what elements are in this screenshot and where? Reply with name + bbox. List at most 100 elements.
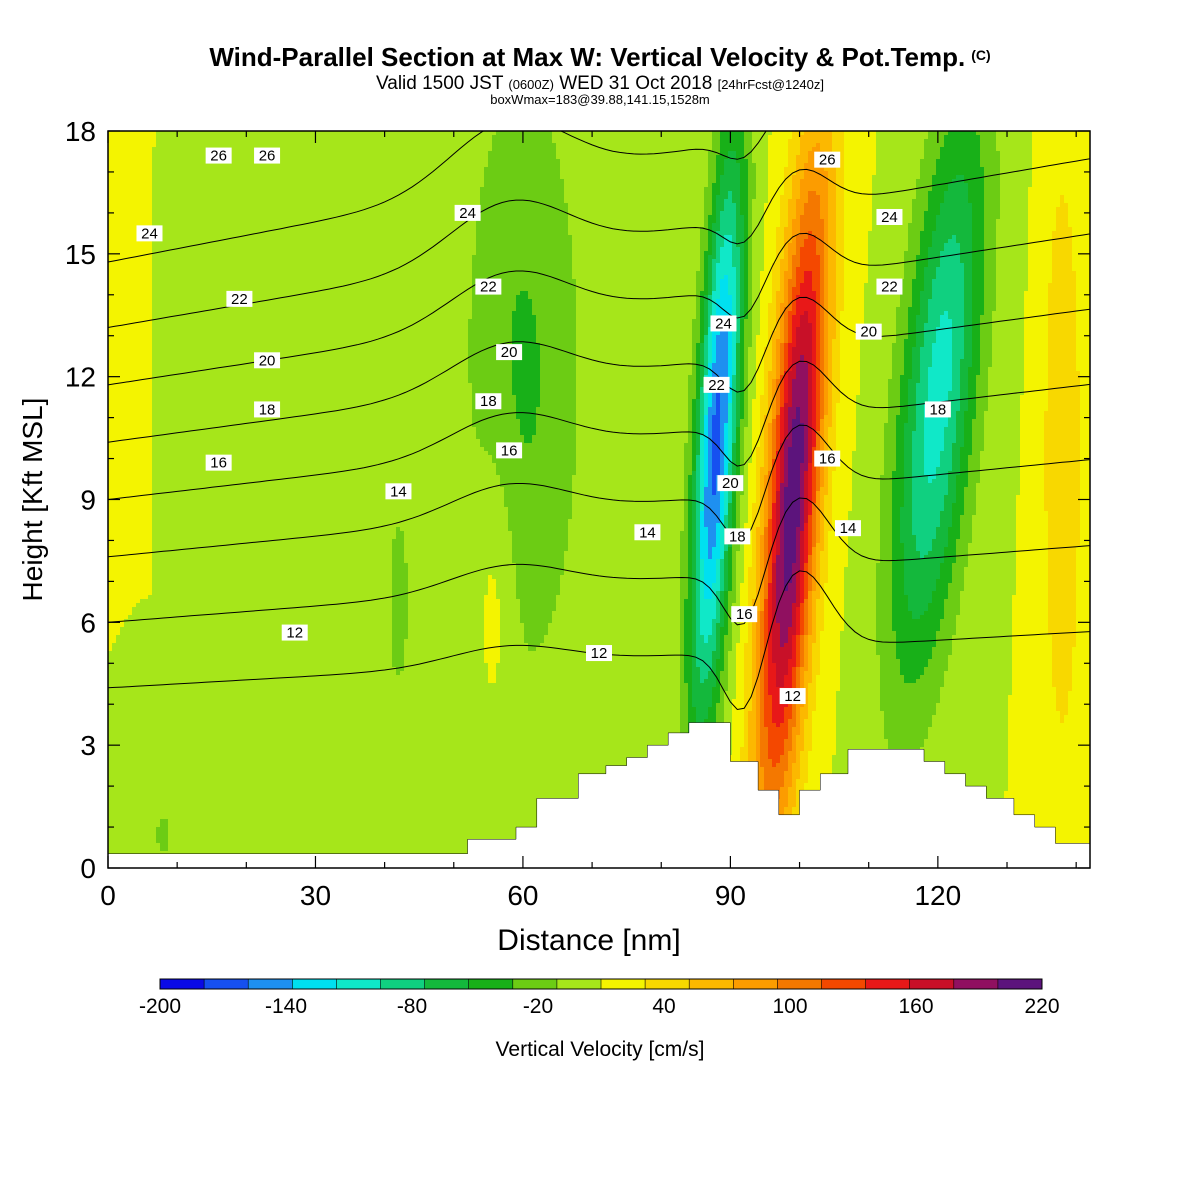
w-cell <box>1044 163 1049 168</box>
w-cell <box>700 183 705 188</box>
w-cell <box>1024 147 1029 152</box>
w-cell <box>1072 191 1077 196</box>
w-cell <box>244 175 249 180</box>
w-cell <box>852 143 857 148</box>
w-cell <box>1060 203 1065 208</box>
w-cell <box>868 171 873 176</box>
w-cell <box>728 199 733 204</box>
w-cell <box>200 167 205 172</box>
w-cell <box>636 191 641 196</box>
w-cell <box>320 159 325 164</box>
w-cell <box>556 203 561 208</box>
w-cell <box>380 147 385 152</box>
w-cell <box>696 175 701 180</box>
w-cell <box>364 135 369 140</box>
w-cell <box>636 155 641 160</box>
w-cell <box>248 131 253 136</box>
w-cell <box>748 163 753 168</box>
w-cell <box>748 179 753 184</box>
w-cell <box>968 207 973 212</box>
w-cell <box>196 203 201 208</box>
w-cell <box>476 199 481 204</box>
w-cell <box>636 175 641 180</box>
w-cell <box>372 151 377 156</box>
w-cell <box>376 171 381 176</box>
w-cell <box>1012 183 1017 188</box>
w-cell <box>116 143 121 148</box>
w-cell <box>116 191 121 196</box>
w-cell <box>340 131 345 136</box>
w-cell <box>552 147 557 152</box>
w-cell <box>152 159 157 164</box>
w-cell <box>172 179 177 184</box>
w-cell <box>752 187 757 192</box>
w-cell <box>460 151 465 156</box>
w-cell <box>348 203 353 208</box>
w-cell <box>340 135 345 140</box>
w-cell <box>1020 151 1025 156</box>
w-cell <box>412 191 417 196</box>
w-cell <box>264 187 269 192</box>
w-cell <box>332 187 337 192</box>
w-cell <box>920 179 925 184</box>
w-cell <box>264 195 269 200</box>
w-cell <box>452 179 457 184</box>
w-cell <box>924 139 929 144</box>
w-cell <box>616 143 621 148</box>
w-cell <box>400 207 405 212</box>
w-cell <box>604 183 609 188</box>
w-cell <box>644 143 649 148</box>
w-cell <box>884 171 889 176</box>
w-cell <box>184 159 189 164</box>
w-cell <box>792 199 797 204</box>
w-cell <box>880 147 885 152</box>
w-cell <box>924 147 929 152</box>
w-cell <box>116 171 121 176</box>
w-cell <box>492 159 497 164</box>
w-cell <box>480 203 485 208</box>
w-cell <box>708 151 713 156</box>
w-cell <box>1080 151 1085 156</box>
w-cell <box>220 167 225 172</box>
w-cell <box>1036 131 1041 136</box>
w-cell <box>972 139 977 144</box>
w-cell <box>868 183 873 188</box>
w-cell <box>436 175 441 180</box>
w-cell <box>972 167 977 172</box>
w-cell <box>164 187 169 192</box>
w-cell <box>292 191 297 196</box>
w-cell <box>924 203 929 208</box>
w-cell <box>308 143 313 148</box>
w-cell <box>216 135 221 140</box>
w-cell <box>444 159 449 164</box>
w-cell <box>472 143 477 148</box>
w-cell <box>316 183 321 188</box>
w-cell <box>332 167 337 172</box>
w-cell <box>968 159 973 164</box>
w-cell <box>404 167 409 172</box>
w-cell <box>120 147 125 152</box>
w-cell <box>552 171 557 176</box>
w-cell <box>1072 175 1077 180</box>
w-cell <box>300 183 305 188</box>
w-cell <box>616 203 621 208</box>
w-cell <box>184 191 189 196</box>
w-cell <box>520 159 525 164</box>
w-cell <box>544 139 549 144</box>
w-cell <box>436 163 441 168</box>
w-cell <box>588 135 593 140</box>
w-cell <box>900 163 905 168</box>
w-cell <box>244 139 249 144</box>
w-cell <box>848 203 853 208</box>
w-cell <box>664 131 669 136</box>
w-cell <box>392 175 397 180</box>
w-cell <box>328 171 333 176</box>
w-cell <box>648 183 653 188</box>
w-cell <box>672 187 677 192</box>
w-cell <box>512 191 517 196</box>
w-cell <box>1088 187 1090 192</box>
w-cell <box>928 139 933 144</box>
w-cell <box>1004 179 1009 184</box>
w-cell <box>968 191 973 196</box>
w-cell <box>296 159 301 164</box>
